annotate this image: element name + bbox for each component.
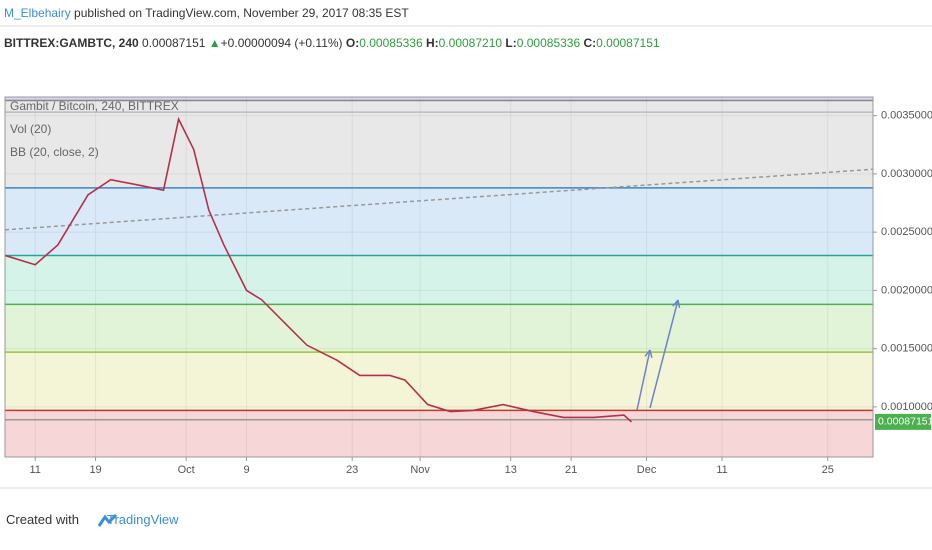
legend-item: Vol (20)	[10, 122, 51, 136]
published: published on TradingView.com, November 2…	[74, 6, 409, 20]
band	[5, 97, 873, 101]
x-tick-label: 21	[565, 464, 577, 476]
high-label: H:	[425, 36, 439, 50]
band	[5, 187, 873, 256]
low: 0.00085336	[516, 36, 581, 50]
arrow-head	[649, 349, 653, 358]
arrow-head	[672, 299, 679, 307]
band	[5, 419, 873, 457]
arrow-head	[644, 349, 651, 357]
close: 0.00087151	[596, 36, 660, 50]
legend-item: Gambit / Bitcoin, 240, BITTREX	[10, 99, 179, 113]
x-tick-label: 23	[346, 464, 358, 476]
high: 0.00087210	[438, 36, 503, 50]
arrow	[649, 299, 679, 409]
last-price-tag	[875, 413, 931, 430]
price-line	[4, 116, 633, 423]
x-tick-label: Nov	[410, 464, 430, 476]
arrow-head	[677, 299, 681, 308]
change: +0.00000094 (+0.11%)	[220, 36, 343, 50]
close-label: C:	[583, 36, 597, 50]
open: 0.00085336	[359, 36, 423, 50]
x-tick-label: 19	[89, 464, 101, 476]
last-price-label: 0.00087151	[878, 416, 932, 428]
x-tick-label: 25	[822, 464, 834, 476]
quote-line: BITTREX:GAMBTC, 240 0.00087151 ▲+0.00000…	[4, 36, 660, 50]
band	[5, 304, 873, 353]
plot-border	[4, 96, 874, 458]
band	[5, 100, 873, 113]
author[interactable]: M_Elbehairy	[4, 6, 71, 20]
x-tick-label: 11	[716, 464, 727, 476]
last: 0.00087151	[142, 36, 206, 50]
arrow	[636, 349, 651, 411]
brand[interactable]: TradingView	[106, 512, 179, 527]
y-tick-label: 0.00350000	[881, 110, 932, 122]
low-label: L:	[505, 36, 517, 50]
x-tick-label: 13	[505, 464, 517, 476]
logo	[98, 514, 118, 527]
plot	[4, 97, 874, 457]
open-label: O:	[345, 36, 360, 50]
created: Created with	[6, 512, 79, 527]
trendline	[4, 168, 874, 231]
x-tick-label: Dec	[637, 464, 657, 476]
footer: Created with TradingView	[6, 512, 179, 527]
band	[5, 255, 873, 305]
x-tick-label: 9	[243, 464, 249, 476]
symbol: BITTREX:GAMBTC, 240	[4, 36, 139, 50]
legend-item: BB (20, close, 2)	[10, 145, 99, 159]
publish-line: M_Elbehairy published on TradingView.com…	[4, 6, 409, 20]
x-tick-label: Oct	[178, 464, 195, 476]
up-arrow: ▲	[208, 36, 221, 50]
band	[5, 352, 873, 411]
band	[5, 112, 873, 188]
band	[5, 410, 873, 420]
x-tick-label: 11	[29, 464, 40, 476]
